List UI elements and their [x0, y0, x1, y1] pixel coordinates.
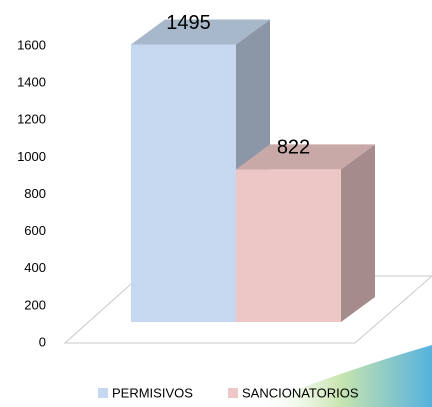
- legend-label: SANCIONATORIOS: [242, 385, 359, 400]
- bar-top: [236, 144, 375, 170]
- y-tick-label: 1000: [17, 149, 46, 164]
- data-label: 822: [277, 137, 310, 159]
- bar-top: [131, 19, 270, 45]
- y-tick-label: 400: [24, 260, 46, 275]
- y-tick-label: 1600: [17, 37, 46, 52]
- bar: [236, 169, 341, 322]
- bar: [131, 44, 236, 322]
- y-tick-label: 800: [24, 186, 46, 201]
- y-tick-label: 200: [24, 297, 46, 312]
- y-tick-label: 0: [39, 334, 46, 349]
- legend-swatch: [228, 388, 238, 398]
- data-label: 1495: [166, 12, 211, 34]
- bar-side: [341, 144, 375, 322]
- y-tick-label: 1200: [17, 112, 46, 127]
- decoration: [250, 345, 432, 407]
- y-tick-label: 600: [24, 223, 46, 238]
- y-tick-label: 1400: [17, 75, 46, 90]
- legend-swatch: [98, 388, 108, 398]
- legend-label: PERMISIVOS: [112, 385, 193, 400]
